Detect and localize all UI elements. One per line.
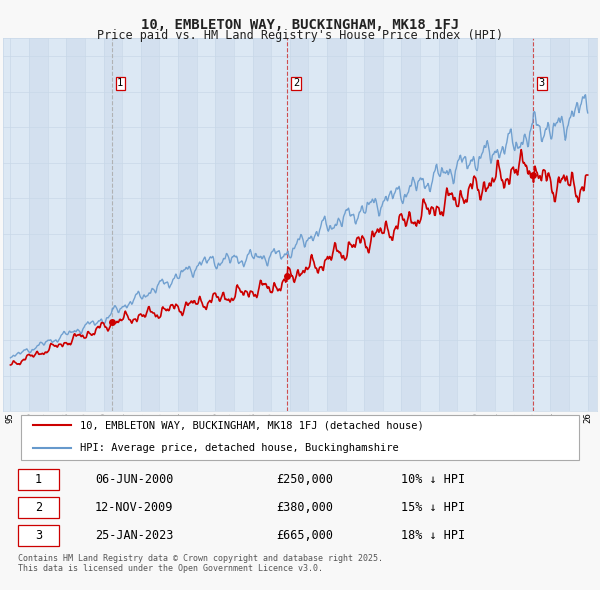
Text: £250,000: £250,000: [276, 473, 333, 486]
Text: 25-JAN-2023: 25-JAN-2023: [95, 529, 173, 542]
Text: £665,000: £665,000: [276, 529, 333, 542]
FancyBboxPatch shape: [18, 469, 59, 490]
Text: 3: 3: [35, 529, 42, 542]
Text: Price paid vs. HM Land Registry's House Price Index (HPI): Price paid vs. HM Land Registry's House …: [97, 30, 503, 42]
Bar: [364, 38, 383, 411]
Text: 10, EMBLETON WAY, BUCKINGHAM, MK18 1FJ (detached house): 10, EMBLETON WAY, BUCKINGHAM, MK18 1FJ (…: [80, 421, 424, 431]
Text: 18% ↓ HPI: 18% ↓ HPI: [401, 529, 465, 542]
Bar: [104, 38, 122, 411]
Bar: [476, 38, 494, 411]
Bar: [513, 38, 532, 411]
FancyBboxPatch shape: [18, 525, 59, 546]
Text: 1: 1: [35, 473, 42, 486]
Bar: [290, 38, 308, 411]
Text: 15% ↓ HPI: 15% ↓ HPI: [401, 501, 465, 514]
Bar: [253, 38, 271, 411]
Bar: [550, 38, 569, 411]
Text: HPI: Average price, detached house, Buckinghamshire: HPI: Average price, detached house, Buck…: [80, 443, 399, 453]
FancyBboxPatch shape: [18, 497, 59, 518]
Text: 2: 2: [293, 78, 299, 88]
Bar: [141, 38, 160, 411]
Text: Contains HM Land Registry data © Crown copyright and database right 2025.
This d: Contains HM Land Registry data © Crown c…: [18, 554, 383, 573]
Bar: [439, 38, 457, 411]
Bar: [29, 38, 47, 411]
FancyBboxPatch shape: [21, 415, 579, 460]
Text: 10% ↓ HPI: 10% ↓ HPI: [401, 473, 465, 486]
Text: 3: 3: [539, 78, 545, 88]
Text: £380,000: £380,000: [276, 501, 333, 514]
Bar: [215, 38, 234, 411]
Text: 10, EMBLETON WAY, BUCKINGHAM, MK18 1FJ: 10, EMBLETON WAY, BUCKINGHAM, MK18 1FJ: [141, 18, 459, 32]
Bar: [67, 38, 85, 411]
Text: 06-JUN-2000: 06-JUN-2000: [95, 473, 173, 486]
Bar: [327, 38, 346, 411]
Text: 2: 2: [35, 501, 42, 514]
Bar: [401, 38, 420, 411]
Text: 1: 1: [117, 78, 124, 88]
Text: 12-NOV-2009: 12-NOV-2009: [95, 501, 173, 514]
Bar: [178, 38, 197, 411]
Bar: [587, 38, 600, 411]
